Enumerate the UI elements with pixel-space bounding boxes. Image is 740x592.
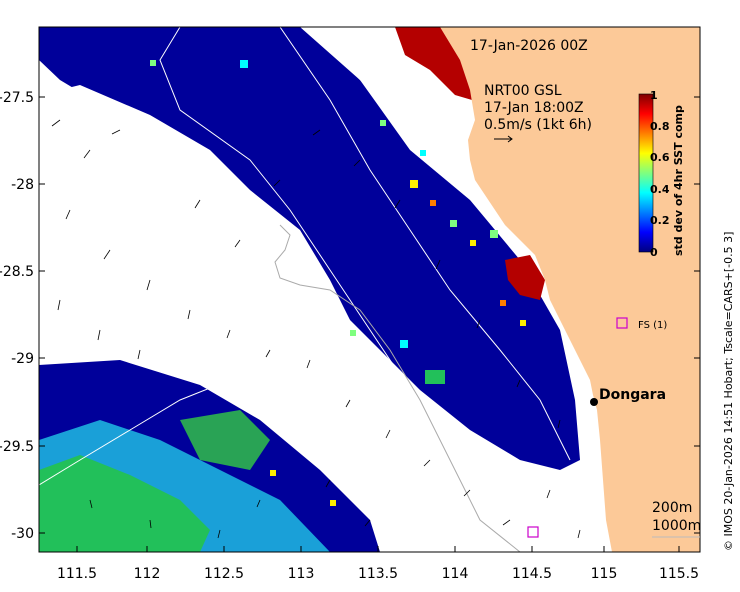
contour-southwest	[39, 379, 231, 486]
current-scale: 0.5m/s (1kt 6h)	[484, 117, 592, 133]
x-axis	[76, 546, 680, 552]
x-tick-111-5: 111.5	[57, 566, 97, 582]
colorbar-tick-0: 0	[650, 246, 658, 259]
y-tick-30: -30	[11, 526, 34, 542]
station-marker-south	[527, 526, 539, 538]
y-tick-29: -29	[11, 351, 34, 367]
map-date: 17-Jan-2026 00Z	[470, 38, 588, 54]
x-tick-113-5: 113.5	[358, 566, 398, 582]
x-tick-112: 112	[134, 566, 161, 582]
sst-speckle	[150, 60, 526, 506]
x-tick-115: 115	[591, 566, 618, 582]
colorbar-tick-0-2: 0.2	[650, 214, 670, 227]
land-mainland	[440, 27, 700, 552]
y-tick-28-5: -28.5	[0, 264, 34, 280]
x-tick-114-5: 114.5	[512, 566, 552, 582]
plot-frame	[38, 26, 701, 553]
sst-patch-green-2	[180, 410, 270, 470]
current-scale-arrow	[494, 135, 513, 143]
contour-1000m	[159, 27, 501, 552]
y-axis	[39, 96, 700, 534]
y-tick-27-5: -27.5	[0, 90, 34, 106]
contour-200m	[279, 27, 571, 461]
cloud-gap-west	[39, 85, 350, 330]
colorbar-tick-1: 1	[650, 89, 658, 102]
x-tick-114: 114	[442, 566, 469, 582]
y-tick-29-5: -29.5	[0, 439, 34, 455]
y-tick-28: -28	[11, 177, 34, 193]
station-label: FS (1)	[638, 320, 667, 331]
contour-1000m-label: 1000m	[652, 518, 701, 534]
colorbar-label: std dev of 4hr SST comp	[672, 105, 685, 256]
contour-200m-label: 200m	[652, 500, 692, 516]
map-layers	[39, 27, 700, 552]
x-tick-113: 113	[288, 566, 315, 582]
x-tick-115-5: 115.5	[659, 566, 699, 582]
dongara-marker	[590, 398, 598, 406]
current-time: 17-Jan 18:00Z	[484, 100, 584, 116]
sst-high-mid	[505, 255, 545, 300]
x-tick-112-5: 112.5	[204, 566, 244, 582]
colorbar-tick-0-6: 0.6	[650, 151, 670, 164]
dongara-label: Dongara	[599, 387, 666, 403]
sst-patch-green	[39, 455, 210, 552]
current-vectors	[51, 119, 581, 539]
colorbar	[638, 93, 654, 253]
imos-credit: © IMOS 20-Jan-2026 14:51 Hobart; Tscale=…	[722, 232, 735, 551]
colorbar-tick-0-4: 0.4	[650, 183, 670, 196]
abrolhos-outline	[274, 224, 521, 552]
station-marker-fs	[616, 317, 628, 329]
colorbar-tick-0-8: 0.8	[650, 120, 670, 133]
current-source: NRT00 GSL	[484, 83, 562, 99]
